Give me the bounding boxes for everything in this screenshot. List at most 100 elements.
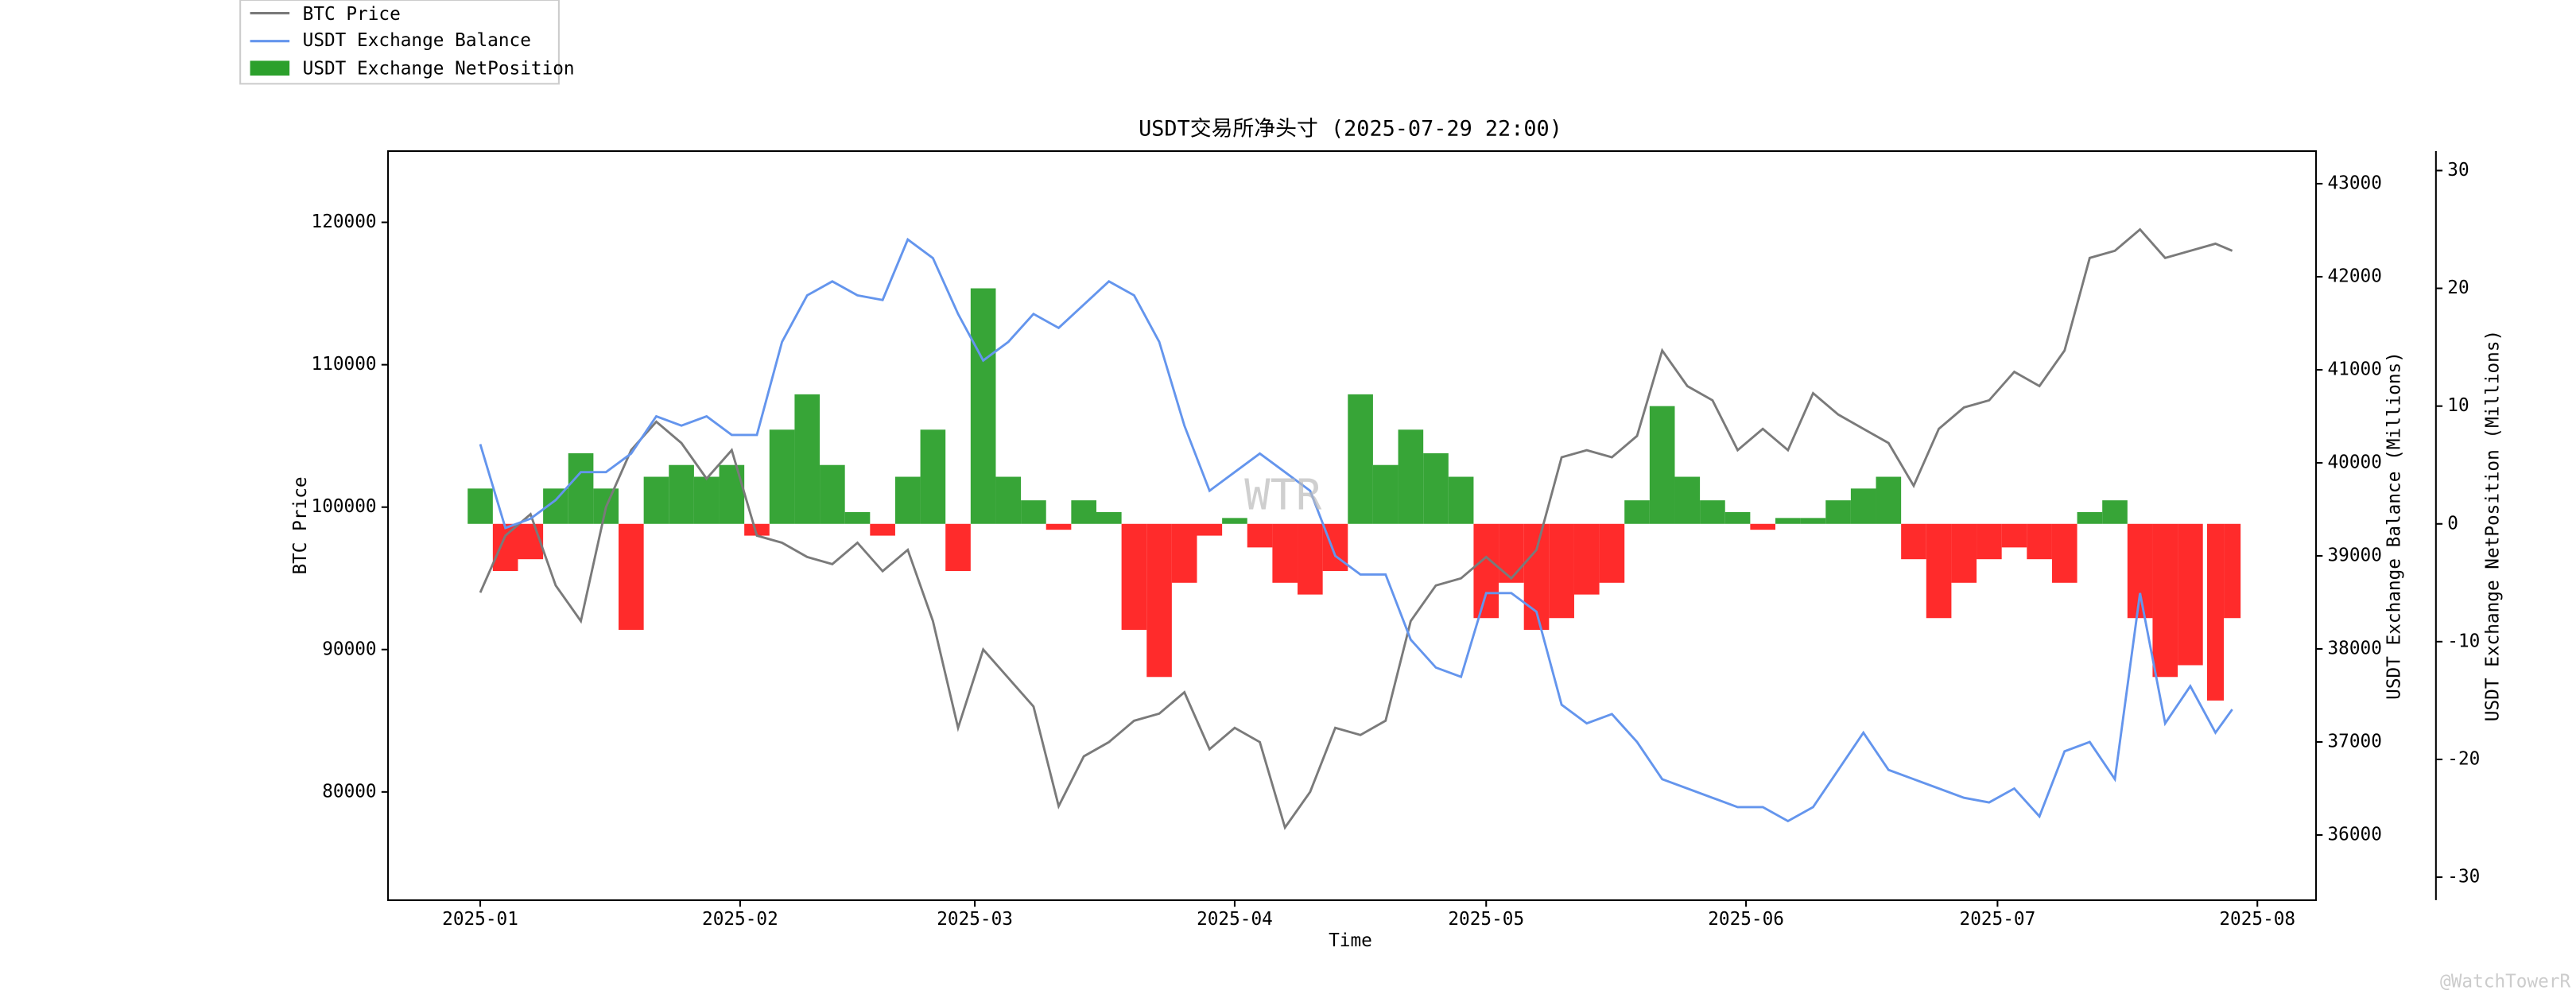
credit: @WatchTowerR — [2440, 972, 2570, 992]
bar — [1977, 523, 2002, 560]
legend-label: BTC Price — [303, 4, 401, 25]
watermark: WTR — [1244, 470, 1322, 520]
bar — [1876, 476, 1902, 524]
y-tick-label: 110000 — [312, 354, 377, 375]
y-tick-label: 90000 — [322, 639, 376, 659]
bar — [1573, 523, 1600, 595]
bar — [1674, 476, 1701, 524]
line — [479, 237, 2233, 823]
bar — [1096, 511, 1122, 524]
bar — [1825, 500, 1851, 524]
legend-label: USDT Exchange NetPosition — [303, 58, 575, 79]
bar — [669, 464, 694, 524]
bar — [1599, 523, 1625, 583]
bar — [945, 523, 971, 572]
legend-label: USDT Exchange Balance — [303, 30, 531, 51]
bar — [1448, 476, 1474, 524]
line — [479, 227, 2233, 830]
bar — [820, 464, 845, 524]
bar — [1348, 394, 1373, 524]
y2-tick-label: 40000 — [2328, 452, 2382, 473]
bar — [2127, 523, 2153, 619]
bar — [1649, 406, 1675, 524]
y2-tick-label: 36000 — [2328, 825, 2382, 845]
x-tick-label: 2025-05 — [1448, 909, 1524, 930]
bar — [568, 452, 594, 524]
y3-tick-label: 30 — [2447, 160, 2469, 181]
bar — [1021, 500, 1046, 524]
bar — [844, 511, 871, 524]
bar — [1775, 518, 1801, 524]
y2-tick-label: 38000 — [2328, 639, 2382, 659]
y3-tick-label: -30 — [2447, 867, 2480, 887]
bar — [2077, 511, 2103, 524]
bar — [769, 429, 795, 524]
bar — [1901, 523, 1926, 560]
bar — [518, 523, 544, 560]
bar — [1197, 523, 1223, 536]
bar — [2206, 523, 2225, 701]
y2-tick-label: 43000 — [2328, 173, 2382, 193]
chart-title: USDT交易所净头寸 (2025-07-29 22:00) — [1139, 117, 1562, 142]
x-tick-label: 2025-03 — [937, 909, 1013, 930]
y-tick-label: 80000 — [322, 781, 376, 802]
bar — [2001, 523, 2027, 548]
bar — [2224, 523, 2241, 619]
y-tick-label: 120000 — [312, 212, 377, 232]
bar — [643, 476, 669, 524]
y2-tick-label: 42000 — [2328, 266, 2382, 286]
bar — [1247, 523, 1273, 548]
bar — [2027, 523, 2052, 560]
bar — [970, 288, 996, 524]
bar — [870, 523, 895, 536]
bar — [1372, 464, 1399, 524]
bar — [1926, 523, 1952, 619]
bar — [1499, 523, 1524, 583]
bar — [995, 476, 1022, 524]
bar — [1071, 500, 1096, 524]
bar — [693, 476, 720, 524]
bar — [719, 464, 745, 524]
y3-tick-label: -10 — [2447, 631, 2480, 651]
bar — [1800, 518, 1826, 524]
bar — [1473, 523, 1499, 619]
bar — [492, 523, 518, 572]
x-tick-label: 2025-04 — [1197, 909, 1273, 930]
bar — [1171, 523, 1197, 583]
y-axis-label: BTC Price — [290, 476, 311, 574]
bar — [1724, 511, 1751, 524]
bar — [2102, 500, 2128, 524]
bar — [1146, 523, 1172, 678]
bar — [1423, 452, 1449, 524]
bar — [1624, 500, 1650, 524]
x-tick-label: 2025-02 — [702, 909, 778, 930]
y2-tick-label: 39000 — [2328, 546, 2382, 566]
bar — [2152, 523, 2178, 678]
bar — [1951, 523, 1977, 583]
bar — [1272, 523, 1298, 583]
bar — [1298, 523, 1323, 595]
bar — [744, 523, 770, 536]
bar — [1046, 523, 1072, 530]
bar — [1398, 429, 1424, 524]
y2-tick-label: 37000 — [2328, 732, 2382, 752]
y3-axis-label: USDT Exchange NetPosition (Millions) — [2483, 330, 2504, 721]
x-tick-label: 2025-07 — [1960, 909, 2036, 930]
legend-box — [239, 0, 560, 85]
bar — [1549, 523, 1574, 619]
y3-tick-label: 0 — [2447, 513, 2458, 534]
legend-swatch — [250, 60, 290, 76]
y-tick-label: 100000 — [312, 496, 377, 517]
bar — [1222, 518, 1247, 524]
bar — [894, 476, 921, 524]
plot-frame — [387, 150, 2318, 901]
bar — [920, 429, 946, 524]
bar — [1750, 523, 1775, 530]
x-tick-label: 2025-01 — [442, 909, 518, 930]
x-tick-label: 2025-08 — [2219, 909, 2295, 930]
bar — [1700, 500, 1725, 524]
y2-tick-label: 41000 — [2328, 359, 2382, 379]
bar — [2051, 523, 2077, 583]
bar — [2178, 523, 2203, 666]
